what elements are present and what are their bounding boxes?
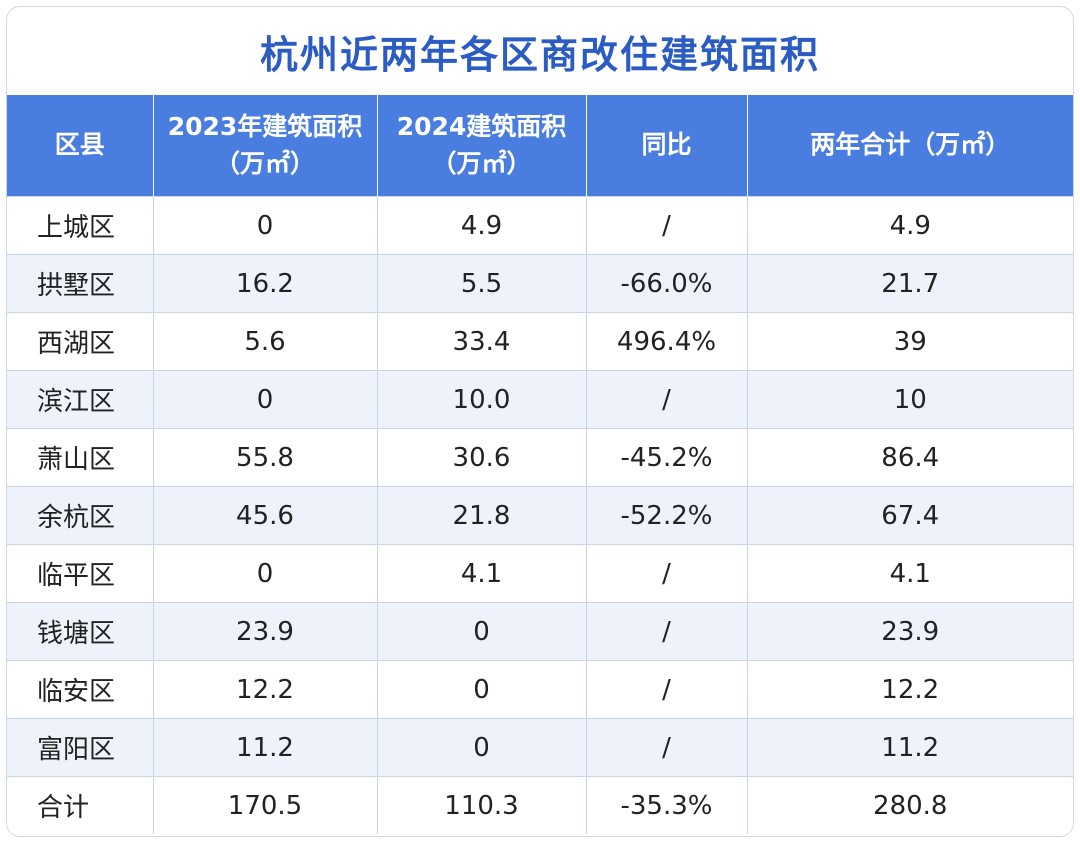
table-row: 西湖区 5.6 33.4 496.4% 39 (7, 312, 1073, 371)
table-row: 拱墅区 16.2 5.5 -66.0% 21.7 (7, 254, 1073, 313)
table-row: 萧山区 55.8 30.6 -45.2% 86.4 (7, 428, 1073, 487)
cell-total: 12.2 (747, 660, 1073, 719)
cell-area-2023: 23.9 (153, 602, 378, 661)
cell-district: 上城区 (7, 196, 154, 255)
cell-yoy: / (586, 602, 748, 661)
cell-total: 67.4 (747, 486, 1073, 545)
header-area-2024-unit: （万㎡） (431, 148, 532, 178)
header-district: 区县 (7, 95, 154, 197)
cell-area-2024: 30.6 (377, 428, 587, 487)
table-row: 临平区 0 4.1/4.1 (7, 544, 1073, 603)
cell-yoy: / (586, 370, 748, 429)
table-row: 临安区 12.2 0/12.2 (7, 660, 1073, 719)
cell-area-2023: 0 (153, 544, 378, 603)
cell-area-2023: 45.6 (153, 486, 378, 545)
cell-yoy: -45.2% (586, 428, 748, 487)
cell-area-2024: 4.1 (377, 544, 587, 603)
cell-district: 合计 (7, 776, 154, 834)
cell-area-2023: 0 (153, 196, 378, 255)
cell-district: 西湖区 (7, 312, 154, 371)
table-row: 滨江区 0 10.0/10 (7, 370, 1073, 429)
table-header: 区县 2023年建筑面积 （万㎡） 2024建筑面积 （万㎡） 同比 两年合计（… (7, 95, 1073, 197)
header-area-2023-unit: （万㎡） (214, 148, 315, 178)
cell-total: 21.7 (747, 254, 1073, 313)
cell-total: 86.4 (747, 428, 1073, 487)
cell-total: 4.9 (747, 196, 1073, 255)
cell-district: 余杭区 (7, 486, 154, 545)
header-area-2023: 2023年建筑面积 （万㎡） (153, 95, 378, 197)
cell-area-2024: 4.9 (377, 196, 587, 255)
cell-total: 280.8 (747, 776, 1073, 834)
cell-area-2023: 11.2 (153, 718, 378, 777)
cell-total: 39 (747, 312, 1073, 371)
cell-yoy: -52.2% (586, 486, 748, 545)
table-body: 上城区 0 4.9/4.9 拱墅区 16.2 5.5 -66.0% 21.7 西湖区 5.6 33.… (7, 196, 1073, 834)
table-row: 余杭区 45.6 21.8 -52.2% 67.4 (7, 486, 1073, 545)
data-table: 区县 2023年建筑面积 （万㎡） 2024建筑面积 （万㎡） 同比 两年合计（… (7, 95, 1073, 834)
header-yoy: 同比 (586, 95, 748, 197)
cell-district: 临平区 (7, 544, 154, 603)
cell-area-2023: 170.5 (153, 776, 378, 834)
cell-area-2024: 0 (377, 718, 587, 777)
cell-yoy: / (586, 544, 748, 603)
table-row: 富阳区 11.2 0/11.2 (7, 718, 1073, 777)
header-area-2024: 2024建筑面积 （万㎡） (377, 95, 587, 197)
cell-yoy: -66.0% (586, 254, 748, 313)
cell-area-2024: 21.8 (377, 486, 587, 545)
cell-area-2024: 33.4 (377, 312, 587, 371)
cell-district: 富阳区 (7, 718, 154, 777)
table-card: 杭州近两年各区商改住建筑面积 区县 2023年建筑面积 （万㎡） 2024建筑面… (6, 6, 1074, 837)
cell-total: 11.2 (747, 718, 1073, 777)
cell-total: 10 (747, 370, 1073, 429)
cell-district: 拱墅区 (7, 254, 154, 313)
cell-area-2023: 12.2 (153, 660, 378, 719)
cell-yoy: / (586, 196, 748, 255)
cell-area-2024: 5.5 (377, 254, 587, 313)
cell-area-2024: 10.0 (377, 370, 587, 429)
cell-area-2023: 16.2 (153, 254, 378, 313)
cell-district: 钱塘区 (7, 602, 154, 661)
cell-area-2023: 5.6 (153, 312, 378, 371)
table-row: 钱塘区 23.9 0/23.9 (7, 602, 1073, 661)
cell-area-2024: 110.3 (377, 776, 587, 834)
total-row: 合计 170.5 110.3 -35.3% 280.8 (7, 776, 1073, 834)
cell-yoy: -35.3% (586, 776, 748, 834)
table-row: 上城区 0 4.9/4.9 (7, 196, 1073, 255)
cell-area-2023: 55.8 (153, 428, 378, 487)
cell-district: 萧山区 (7, 428, 154, 487)
cell-total: 23.9 (747, 602, 1073, 661)
header-row: 区县 2023年建筑面积 （万㎡） 2024建筑面积 （万㎡） 同比 两年合计（… (7, 95, 1073, 197)
cell-yoy: / (586, 718, 748, 777)
cell-district: 临安区 (7, 660, 154, 719)
cell-area-2024: 0 (377, 660, 587, 719)
header-total: 两年合计（万㎡） (747, 95, 1073, 197)
cell-yoy: / (586, 660, 748, 719)
cell-total: 4.1 (747, 544, 1073, 603)
header-area-2024-label: 2024建筑面积 (396, 112, 567, 142)
cell-area-2024: 0 (377, 602, 587, 661)
cell-area-2023: 0 (153, 370, 378, 429)
header-area-2023-label: 2023年建筑面积 (167, 112, 363, 142)
page-title: 杭州近两年各区商改住建筑面积 (259, 32, 820, 77)
cell-district: 滨江区 (7, 370, 154, 429)
cell-yoy: 496.4% (586, 312, 748, 371)
